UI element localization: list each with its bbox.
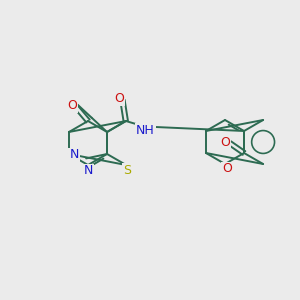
- Text: N: N: [69, 148, 79, 161]
- Text: O: O: [67, 99, 77, 112]
- Text: NH: NH: [136, 124, 155, 137]
- Text: O: O: [220, 136, 230, 148]
- Text: S: S: [123, 164, 131, 176]
- Text: O: O: [222, 163, 232, 176]
- Text: N: N: [83, 164, 93, 178]
- Text: O: O: [115, 92, 124, 105]
